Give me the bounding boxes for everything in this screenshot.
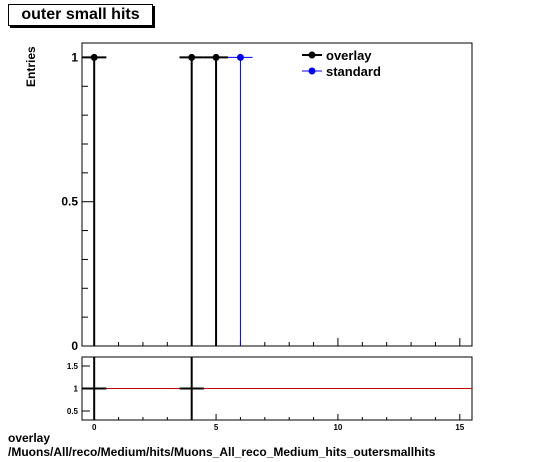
footer-line-1: overlay xyxy=(8,431,51,445)
overlay-point xyxy=(90,53,98,61)
y-tick-label: 1 xyxy=(71,50,78,64)
overlay-point xyxy=(188,53,196,61)
ratio-x-tick-label: 0 xyxy=(92,423,97,432)
ratio-x-tick-label: 10 xyxy=(333,423,342,432)
standard-point xyxy=(236,53,244,61)
y-tick-label: 0 xyxy=(71,339,78,353)
ratio-y-tick-label: 1.5 xyxy=(67,362,79,371)
legend-marker-standard xyxy=(308,67,316,75)
legend-marker-overlay xyxy=(308,51,316,59)
y-tick-label: 0.5 xyxy=(61,195,78,209)
legend-label-standard: standard xyxy=(326,64,381,79)
main-plot-frame xyxy=(81,42,473,347)
chart-title: outer small hits xyxy=(8,4,153,26)
ratio-y-tick-label: 1 xyxy=(74,385,79,394)
ratio-x-tick-label: 5 xyxy=(214,423,219,432)
overlay-point xyxy=(212,53,220,61)
legend-label-overlay: overlay xyxy=(326,48,372,63)
footer-line-2: /Muons/All/reco/Medium/hits/Muons_All_re… xyxy=(8,445,436,459)
ratio-x-tick-label: 15 xyxy=(455,423,464,432)
ratio-y-tick-label: 0.5 xyxy=(67,407,79,416)
